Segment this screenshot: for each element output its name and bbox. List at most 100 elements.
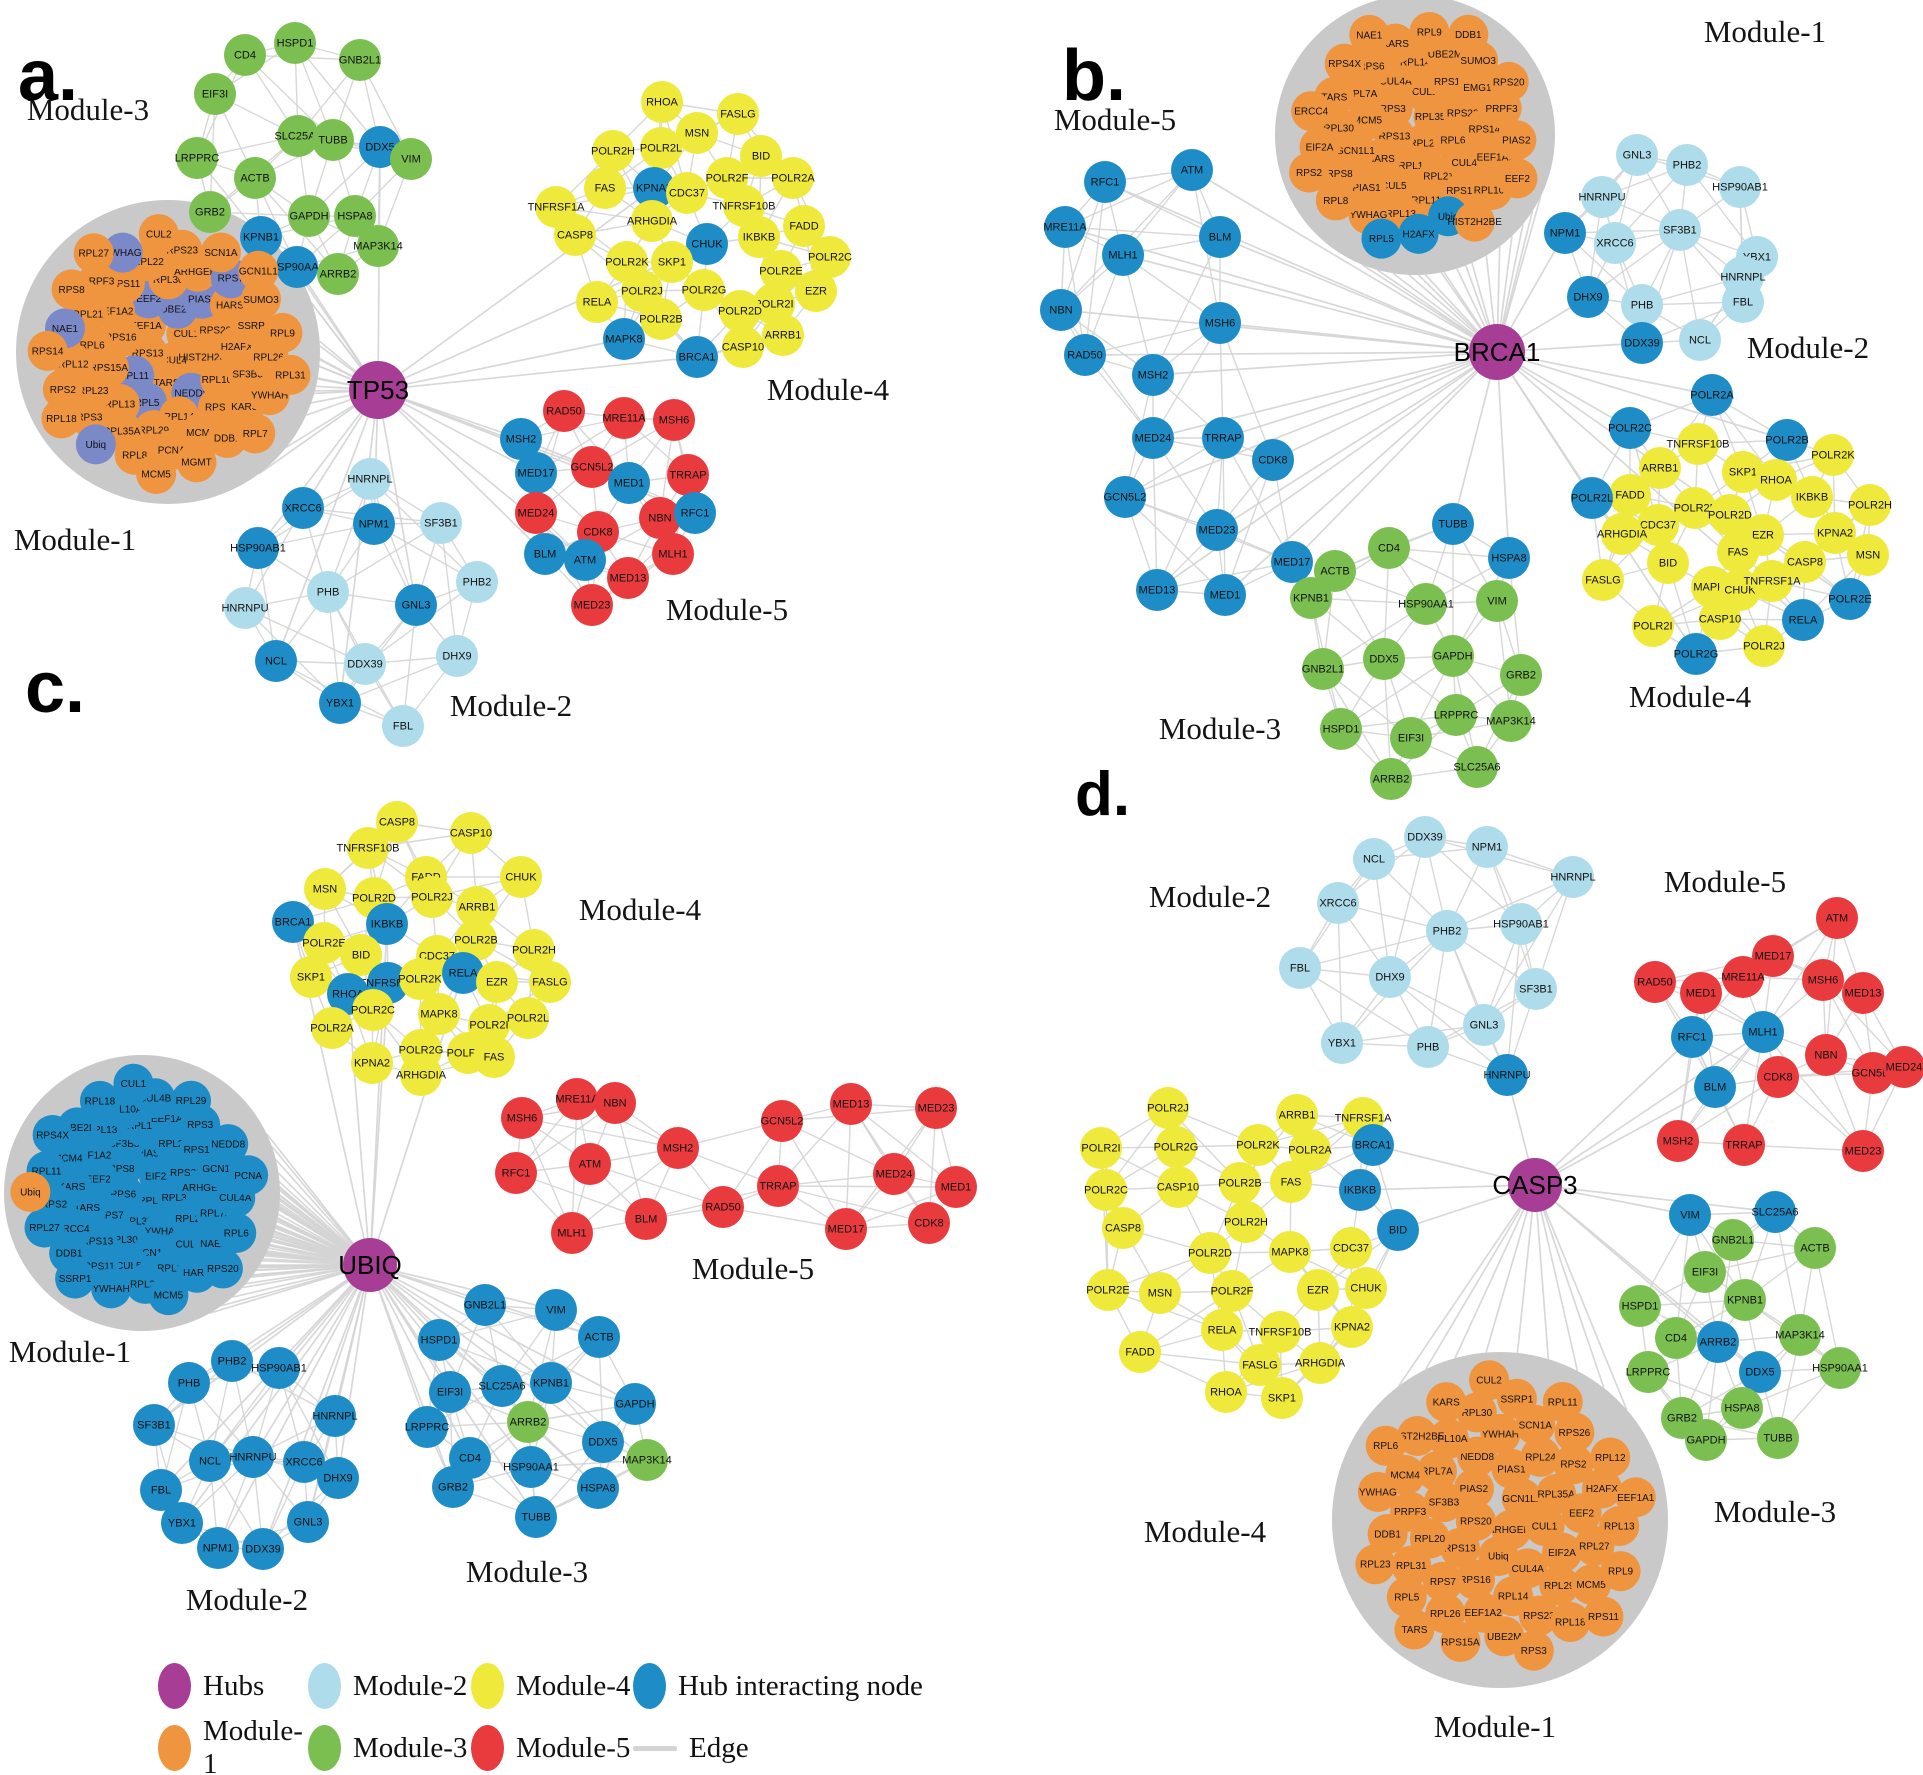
- node-SKP1[interactable]: SKP1: [1722, 451, 1764, 493]
- node-SLC25A6[interactable]: SLC25A6: [478, 1365, 526, 1407]
- node-PHB[interactable]: PHB: [1621, 284, 1663, 326]
- node-RFC1[interactable]: RFC1: [1084, 161, 1126, 203]
- node-POLR2A[interactable]: POLR2A: [1288, 1129, 1332, 1171]
- node-MED24[interactable]: MED24: [1883, 1046, 1923, 1088]
- node-GRB2[interactable]: GRB2: [432, 1466, 474, 1508]
- node-VIM[interactable]: VIM: [1669, 1194, 1711, 1236]
- node-RPL12[interactable]: RPL12: [1590, 1437, 1631, 1478]
- node-FAS[interactable]: FAS: [473, 1036, 515, 1078]
- node-POLR2E[interactable]: POLR2E: [1828, 578, 1872, 620]
- node-CUL2[interactable]: CUL2: [1469, 1360, 1510, 1401]
- node-RHOA[interactable]: RHOA: [641, 81, 683, 123]
- node-POLR2E[interactable]: POLR2E: [759, 250, 803, 292]
- node-MLH1[interactable]: MLH1: [1102, 234, 1144, 276]
- node-POLR2E[interactable]: POLR2E: [302, 922, 346, 964]
- node-ARRB2[interactable]: ARRB2: [507, 1401, 549, 1443]
- node-HIST2H2BE[interactable]: HIST2H2BE: [1390, 1416, 1445, 1457]
- node-RPS13[interactable]: RPS13: [1439, 1527, 1480, 1568]
- node-RPL18[interactable]: RPL18: [1550, 1602, 1591, 1643]
- node-MED17[interactable]: MED17: [515, 452, 557, 494]
- node-HNRNPL[interactable]: HNRNPL: [312, 1395, 358, 1437]
- node-ARRB1[interactable]: ARRB1: [456, 886, 498, 928]
- node-CHUK[interactable]: CHUK: [1345, 1267, 1387, 1309]
- node-ARHGDIA[interactable]: ARHGDIA: [1295, 1342, 1346, 1384]
- node-GCN1L1[interactable]: GCN1L1: [238, 250, 279, 291]
- node-NCL[interactable]: NCL: [1679, 319, 1721, 361]
- node-POLR2C[interactable]: POLR2C: [808, 236, 852, 278]
- node-GAPDH[interactable]: GAPDH: [1432, 635, 1474, 677]
- node-CASP8[interactable]: CASP8: [1102, 1207, 1144, 1249]
- node-IKBKB[interactable]: IKBKB: [738, 216, 780, 258]
- node-CASP10[interactable]: CASP10: [450, 812, 492, 854]
- node-TNFRSF1A[interactable]: TNFRSF1A: [1744, 560, 1802, 602]
- node-HNRNPU[interactable]: HNRNPU: [221, 587, 269, 629]
- node-HNRNPU[interactable]: HNRNPU: [229, 1436, 277, 1478]
- node-POLR2G[interactable]: POLR2G: [1154, 1126, 1199, 1168]
- node-HIST2H2BE[interactable]: HIST2H2BE: [1447, 201, 1502, 242]
- node-TUBB[interactable]: TUBB: [515, 1496, 557, 1538]
- node-SF3B1[interactable]: SF3B1: [133, 1404, 175, 1446]
- node-RPL30[interactable]: RPL30: [1456, 1392, 1497, 1433]
- node-RPS4X[interactable]: RPS4X: [1324, 43, 1365, 84]
- node-PIAS2[interactable]: PIAS2: [1453, 1468, 1494, 1509]
- node-RFC1[interactable]: RFC1: [674, 492, 716, 534]
- node-CHUK[interactable]: CHUK: [686, 223, 728, 265]
- node-BID[interactable]: BID: [340, 934, 382, 976]
- node-MLH1[interactable]: MLH1: [1742, 1011, 1784, 1053]
- node-HNRNPL[interactable]: HNRNPL: [347, 458, 393, 500]
- node-HSPA8[interactable]: HSPA8: [577, 1467, 619, 1509]
- node-MSH2[interactable]: MSH2: [1132, 354, 1174, 396]
- node-GNB2L1[interactable]: GNB2L1: [464, 1284, 506, 1326]
- node-KPNB1[interactable]: KPNB1: [240, 216, 282, 258]
- node-GNL3[interactable]: GNL3: [395, 584, 437, 626]
- node-EIF3I[interactable]: EIF3I: [1684, 1251, 1726, 1293]
- node-HNRNPU[interactable]: HNRNPU: [1483, 1054, 1531, 1096]
- node-HSP90AB1[interactable]: HSP90AB1: [251, 1347, 307, 1389]
- node-MSH6[interactable]: MSH6: [1199, 302, 1241, 344]
- node-CD4[interactable]: CD4: [1655, 1317, 1697, 1359]
- node-EZR[interactable]: EZR: [795, 270, 837, 312]
- node-VIM[interactable]: VIM: [535, 1289, 577, 1331]
- node-MRE11A[interactable]: MRE11A: [1721, 956, 1765, 998]
- node-KPNA2[interactable]: KPNA2: [351, 1042, 393, 1084]
- node-POLR2L[interactable]: POLR2L: [1571, 477, 1613, 519]
- node-CHUK[interactable]: CHUK: [500, 856, 542, 898]
- node-MSH2[interactable]: MSH2: [1657, 1120, 1699, 1162]
- node-EIF3I[interactable]: EIF3I: [194, 73, 236, 115]
- node-RAD50[interactable]: RAD50: [1064, 334, 1106, 376]
- node-RHOA[interactable]: RHOA: [1755, 459, 1797, 501]
- node-HSPD1[interactable]: HSPD1: [274, 22, 316, 64]
- node-XRCC6[interactable]: XRCC6: [283, 1441, 325, 1483]
- node-PHB[interactable]: PHB: [168, 1362, 210, 1404]
- node-MAP3K14[interactable]: MAP3K14: [1775, 1314, 1825, 1356]
- node-DDX5[interactable]: DDX5: [1739, 1351, 1781, 1393]
- node-RAD50[interactable]: RAD50: [543, 390, 585, 432]
- node-RPS2[interactable]: RPS2: [1289, 152, 1330, 193]
- node-MCM5[interactable]: MCM5: [148, 1275, 189, 1316]
- node-HSPD1[interactable]: HSPD1: [1619, 1285, 1661, 1327]
- hub-BRCA1[interactable]: BRCA1: [1454, 324, 1541, 380]
- node-NPM1[interactable]: NPM1: [1544, 212, 1586, 254]
- node-DDB1[interactable]: DDB1: [1448, 14, 1489, 55]
- node-MED13[interactable]: MED13: [607, 557, 649, 599]
- node-POLR2E[interactable]: POLR2E: [1086, 1269, 1130, 1311]
- node-CDC37[interactable]: CDC37: [1330, 1227, 1372, 1269]
- node-RPS20[interactable]: RPS20: [202, 1248, 243, 1289]
- node-TNFRSF10B[interactable]: TNFRSF10B: [1249, 1311, 1312, 1353]
- node-EIF3I[interactable]: EIF3I: [1390, 717, 1432, 759]
- node-POLR2B[interactable]: POLR2B: [1218, 1162, 1262, 1204]
- node-RPL18[interactable]: RPL18: [41, 398, 82, 439]
- node-FBL[interactable]: FBL: [1722, 281, 1764, 323]
- node-RPL10A[interactable]: RPL10A: [1428, 1418, 1469, 1459]
- node-CASP10[interactable]: CASP10: [1157, 1166, 1199, 1208]
- node-MSN[interactable]: MSN: [676, 112, 718, 154]
- node-LRPPRC[interactable]: LRPPRC: [175, 137, 220, 179]
- node-POLR2L[interactable]: POLR2L: [507, 997, 549, 1039]
- node-MCM5[interactable]: MCM5: [136, 453, 177, 494]
- node-MSN[interactable]: MSN: [304, 868, 346, 910]
- node-DDX5[interactable]: DDX5: [582, 1421, 624, 1463]
- node-ATM[interactable]: ATM: [569, 1143, 611, 1185]
- node-LRPPRC[interactable]: LRPPRC: [1626, 1351, 1671, 1393]
- node-ARHGDIA[interactable]: ARHGDIA: [1597, 513, 1648, 555]
- node-KPNA2[interactable]: KPNA2: [633, 167, 675, 209]
